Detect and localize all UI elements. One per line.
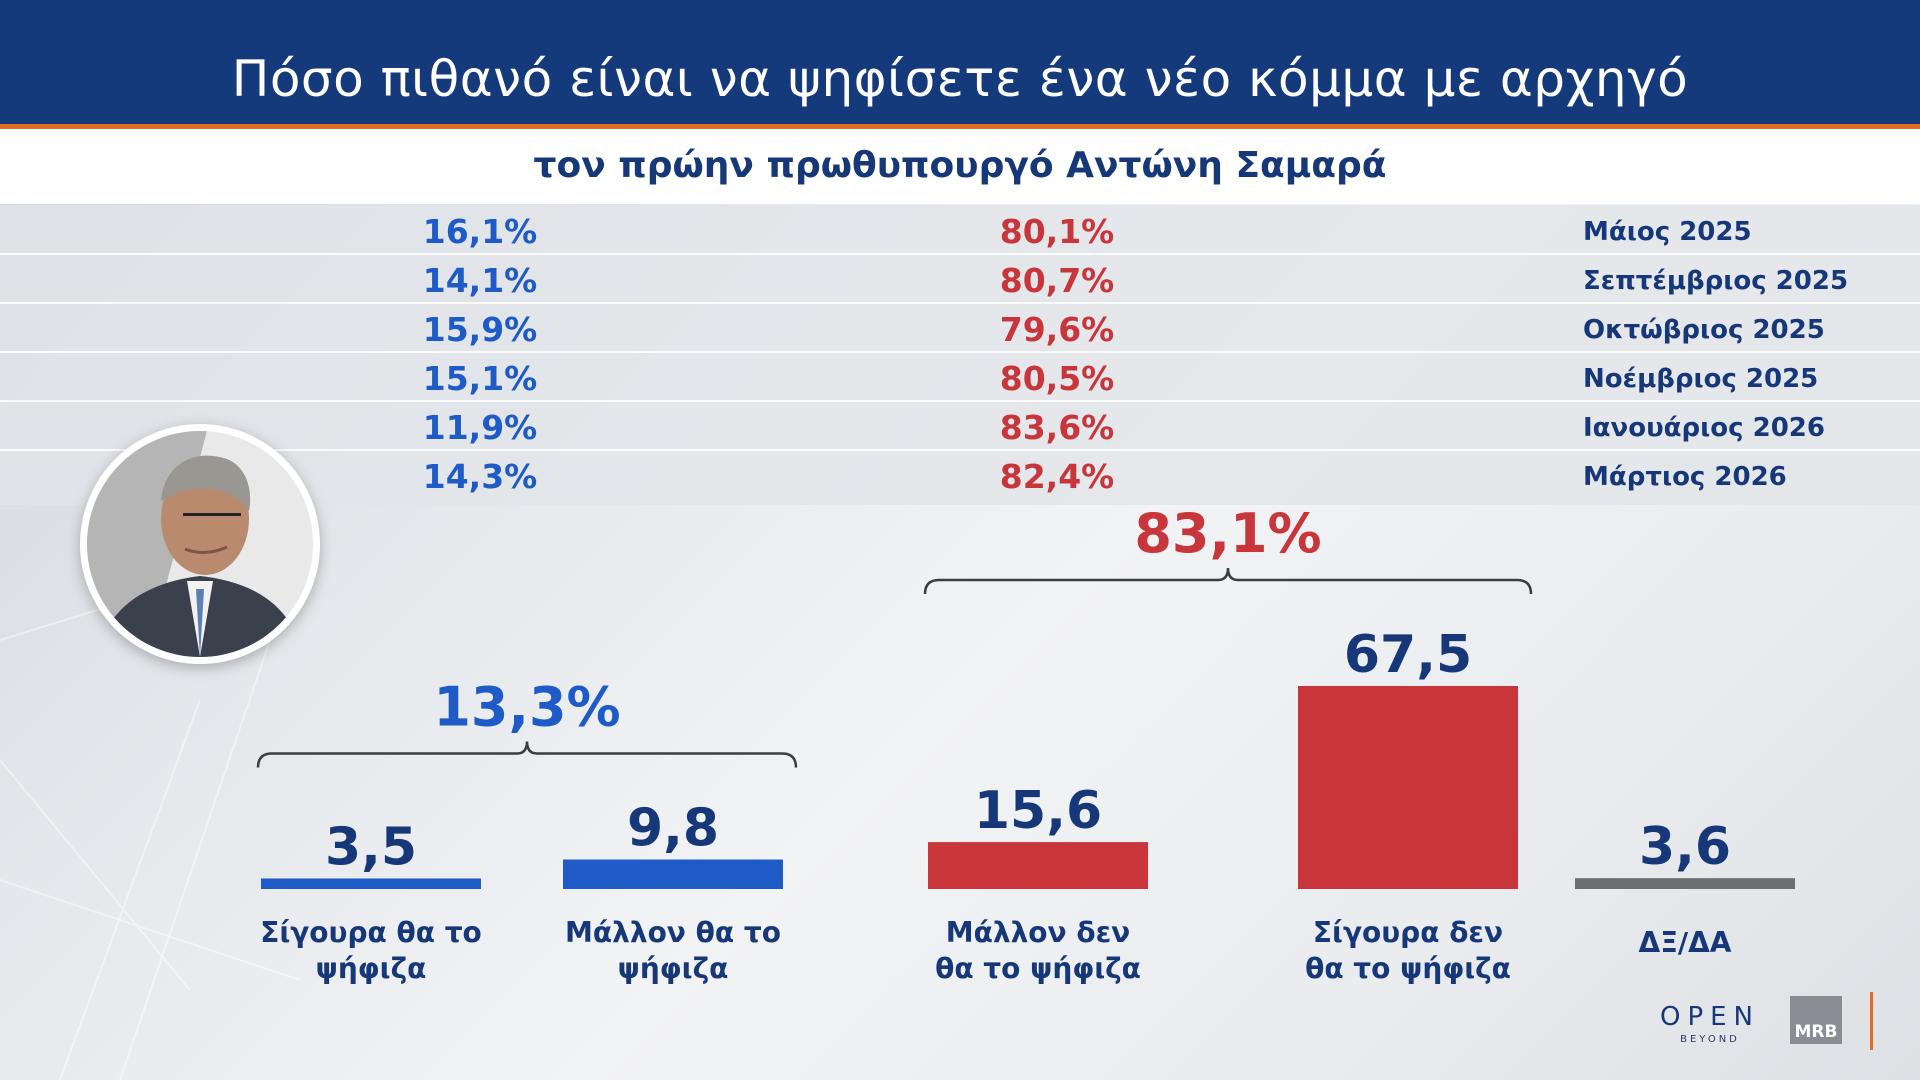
header-bar [0,0,1920,129]
open-logo-subtext: BEYOND [1680,1034,1740,1045]
open-logo: OPEN BEYOND [1655,1002,1765,1045]
history-month: Μάρτιος 2026 [1583,462,1787,492]
history-yes-value: 14,1% [422,261,538,300]
history-no-value: 82,4% [999,457,1115,496]
history-row: 16,1% 80,1% Μάιος 2025 [0,205,1920,255]
history-month: Ιανουάριος 2026 [1583,413,1825,443]
bar [261,878,481,889]
bar-value-label: 3,6 [1639,817,1731,877]
history-no-value: 80,7% [999,261,1115,300]
history-yes-value: 14,3% [422,457,538,496]
bar [1575,878,1795,889]
history-table: 16,1% 80,1% Μάιος 2025 14,1% 80,7% Σεπτέ… [0,205,1920,505]
page-subtitle: τον πρώην πρωθυπουργό Αντώνη Σαμαρά [533,145,1387,186]
category-label: Σίγουρα θα το [260,916,482,949]
subtitle-band [0,129,1920,204]
portrait-avatar [80,424,320,664]
bar-value-label: 15,6 [974,781,1102,841]
group-total-label: 13,3% [433,676,620,739]
history-month: Οκτώβριος 2025 [1583,315,1825,345]
portrait-image [87,431,313,657]
history-month: Μάιος 2025 [1583,217,1752,247]
group-bracket [256,741,798,768]
bar [1298,686,1518,889]
history-row: 15,1% 80,5% Νοέμβριος 2025 [0,352,1920,402]
history-yes-value: 15,1% [422,359,538,398]
page-title: Πόσο πιθανό είναι να ψηφίσετε ένα νέο κό… [231,50,1689,108]
history-no-value: 83,6% [999,408,1115,447]
history-row: 14,1% 80,7% Σεπτέμβριος 2025 [0,254,1920,304]
history-no-value: 80,1% [999,212,1115,251]
category-label: Μάλλον θα το [565,916,781,949]
category-label: ψήφιζα [618,952,729,985]
category-label: θα το ψήφιζα [935,952,1141,985]
category-label: θα το ψήφιζα [1305,952,1511,985]
logo-divider [1870,992,1873,1050]
history-row: 15,9% 79,6% Οκτώβριος 2025 [0,303,1920,353]
history-yes-value: 15,9% [422,310,538,349]
group-total-label: 83,1% [1134,502,1321,565]
history-yes-value: 11,9% [422,408,538,447]
bar-value-label: 9,8 [627,799,719,859]
history-yes-value: 16,1% [422,212,538,251]
open-logo-text: OPEN [1659,1002,1761,1032]
history-row: 11,9% 83,6% Ιανουάριος 2026 [0,401,1920,451]
mrb-logo: MRB [1790,996,1842,1044]
category-label: Σίγουρα δεν [1313,916,1503,949]
bar-value-label: 3,5 [325,817,417,877]
category-label: Μάλλον δεν [946,916,1131,949]
bar-value-label: 67,5 [1344,625,1472,685]
history-row: 14,3% 82,4% Μάρτιος 2026 [0,450,1920,498]
category-label: ΔΞ/ΔΑ [1639,926,1732,959]
history-month: Νοέμβριος 2025 [1583,364,1819,394]
history-no-value: 80,5% [999,359,1115,398]
history-month: Σεπτέμβριος 2025 [1583,266,1849,296]
history-no-value: 79,6% [999,310,1115,349]
bar [563,859,783,889]
category-label: ψήφιζα [316,952,427,985]
group-bracket [923,567,1533,595]
bar [928,842,1148,889]
